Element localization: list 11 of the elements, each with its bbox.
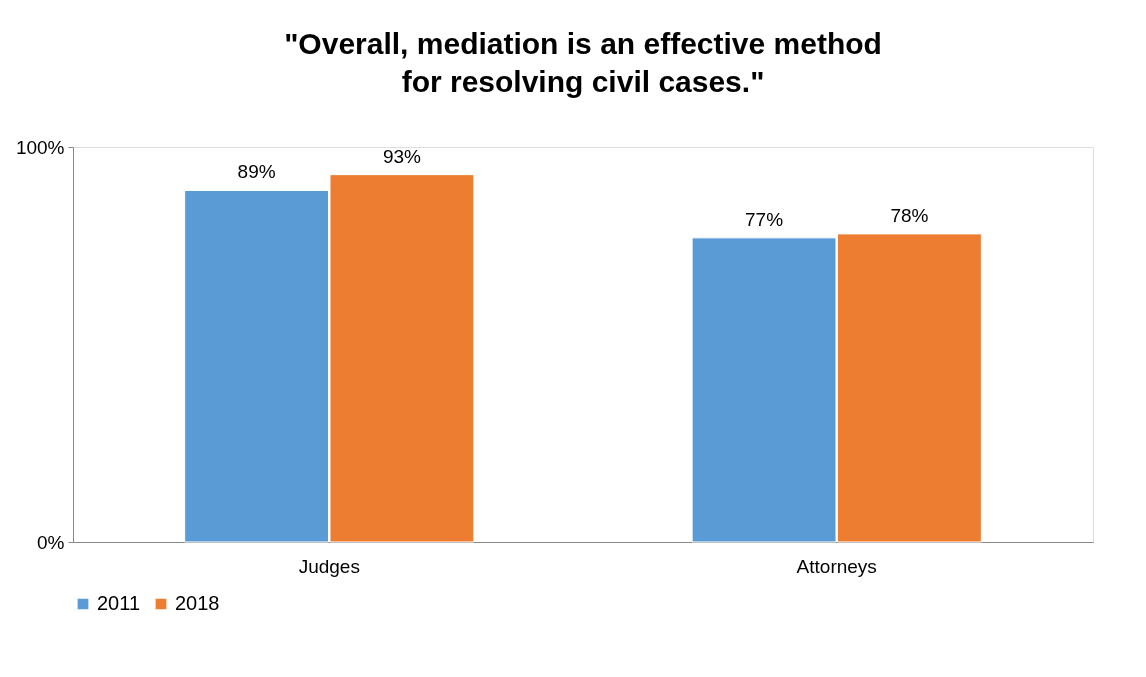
data-label: 89% [237,161,276,183]
chart-title: "Overall, mediation is an effective method for resolving civil cases." [284,27,882,98]
legend-label: 2018 [175,592,220,614]
data-label: 77% [745,208,784,230]
y-tick-label: 100% [15,136,65,158]
legend-label: 2011 [97,592,141,614]
data-label: 78% [890,204,929,226]
x-tick-label: Attorneys [796,555,877,577]
y-tick-label: 0% [37,531,65,553]
data-label: 93% [382,145,422,167]
x-tick-label: Judges [298,555,360,577]
